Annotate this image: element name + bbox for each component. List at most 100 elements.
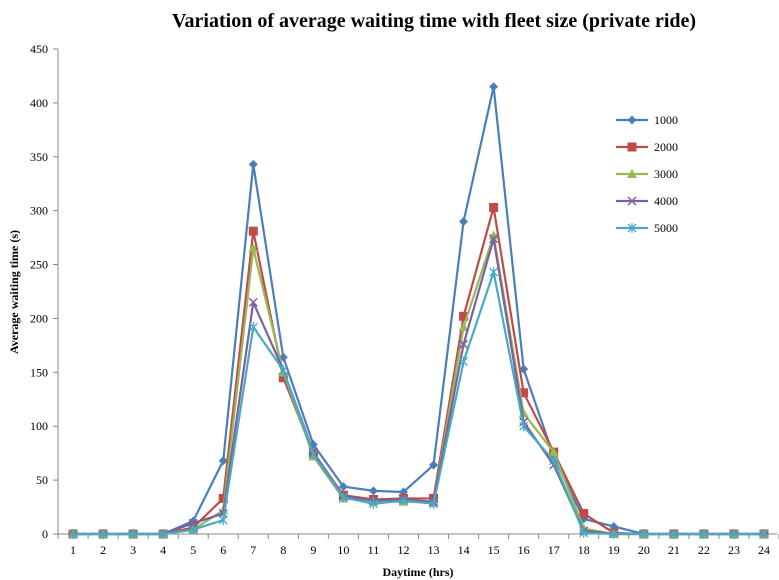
data-point	[128, 529, 138, 539]
series-group	[68, 82, 769, 539]
series-line	[73, 237, 764, 536]
legend-label: 4000	[654, 194, 678, 208]
x-tick-label: 18	[578, 543, 590, 557]
data-point	[459, 339, 469, 349]
data-point	[248, 297, 258, 307]
legend-item: 4000	[616, 194, 678, 208]
series-line	[73, 234, 764, 536]
data-point	[489, 82, 499, 92]
data-point	[218, 456, 228, 466]
data-point	[459, 356, 469, 367]
data-point	[489, 234, 499, 244]
data-point	[519, 421, 529, 432]
x-tick-label: 9	[310, 543, 316, 557]
y-tick-label: 250	[30, 258, 48, 272]
data-point	[548, 447, 559, 457]
y-tick-label: 200	[30, 311, 48, 325]
legend-label: 2000	[654, 140, 678, 154]
legend-label: 3000	[654, 167, 678, 181]
data-point	[639, 529, 649, 539]
legend-marker	[627, 169, 637, 178]
legend-item: 5000	[616, 221, 678, 235]
data-point	[669, 529, 679, 539]
x-tick-label: 5	[190, 543, 196, 557]
x-tick-label: 15	[488, 543, 500, 557]
data-point	[489, 267, 499, 278]
x-tick-label: 6	[220, 543, 226, 557]
data-point	[98, 529, 108, 539]
y-axis-label: Average waiting time (s)	[7, 230, 21, 354]
x-tick-label: 17	[548, 543, 560, 557]
legend-label: 1000	[654, 113, 678, 127]
marker-stroke	[627, 196, 637, 206]
x-tick-label: 4	[160, 543, 166, 557]
legend: 1000 2000 3000 4000 5000	[616, 113, 678, 235]
legend-label: 5000	[654, 221, 678, 235]
data-point	[759, 529, 769, 539]
series-3000	[68, 230, 769, 538]
data-point	[368, 498, 378, 509]
y-tick-label: 50	[36, 473, 48, 487]
data-point	[188, 524, 198, 535]
data-point	[278, 373, 288, 383]
y-tick-label: 100	[30, 419, 48, 433]
x-tick-label: 11	[368, 543, 380, 557]
legend-marker	[627, 115, 637, 125]
data-point	[308, 449, 318, 460]
data-point	[458, 322, 469, 332]
x-ticks: 1 2 3 4 5 6 7 8 9 10 11 12 13 14 15 16 17 18 19 20 21 22 23 24	[57, 534, 779, 557]
data-point	[579, 509, 589, 519]
chart-title: Variation of average waiting time with f…	[172, 10, 696, 32]
data-point	[459, 216, 469, 226]
marker-stroke	[489, 234, 499, 244]
data-point	[248, 322, 258, 333]
y-tick-label: 300	[30, 204, 48, 218]
data-point	[429, 498, 438, 509]
marker-stroke	[248, 297, 258, 307]
y-tick-label: 450	[30, 42, 48, 56]
x-tick-label: 3	[130, 543, 136, 557]
x-tick-label: 21	[668, 543, 680, 557]
data-point	[368, 486, 378, 496]
x-tick-label: 19	[608, 543, 620, 557]
data-point	[158, 529, 168, 539]
data-point	[278, 365, 288, 376]
series-4000	[68, 234, 769, 539]
data-point	[68, 529, 78, 539]
data-point	[609, 529, 619, 539]
marker-stroke	[459, 339, 469, 349]
data-point	[188, 518, 198, 528]
legend-item: 1000	[616, 113, 678, 127]
y-tick-label: 0	[42, 527, 48, 541]
data-point	[218, 514, 228, 525]
data-point	[549, 455, 559, 466]
data-point	[489, 202, 499, 212]
x-tick-label: 2	[100, 543, 106, 557]
data-point	[519, 364, 529, 374]
data-point	[429, 460, 439, 470]
x-tick-label: 20	[638, 543, 650, 557]
x-tick-label: 1	[70, 543, 76, 557]
x-tick-label: 13	[428, 543, 440, 557]
x-tick-label: 24	[758, 543, 770, 557]
legend-marker	[627, 196, 637, 206]
series-line	[73, 271, 764, 536]
data-point	[699, 529, 709, 539]
marker-stroke	[188, 518, 198, 528]
legend-item: 2000	[616, 140, 678, 154]
legend-marker	[627, 142, 637, 152]
y-tick-label: 400	[30, 96, 48, 110]
data-point	[218, 493, 228, 503]
data-point	[338, 492, 348, 503]
data-point	[729, 529, 739, 539]
x-tick-label: 23	[728, 543, 740, 557]
x-tick-label: 7	[250, 543, 256, 557]
data-point	[248, 159, 258, 169]
data-point	[399, 495, 408, 506]
y-ticks: 0 50 100 150 200 250 300 350 400 450	[30, 42, 58, 541]
legend-item: 3000	[616, 167, 678, 181]
data-point	[519, 388, 529, 398]
data-point	[579, 527, 589, 538]
x-tick-label: 22	[698, 543, 710, 557]
